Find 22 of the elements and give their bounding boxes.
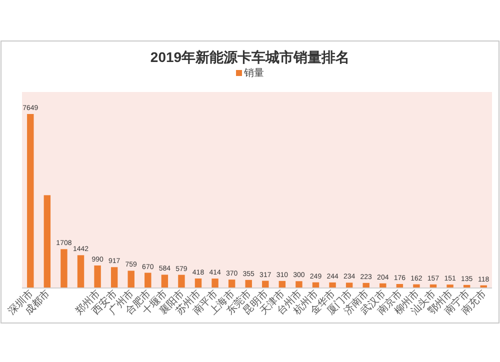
bar [262,280,269,288]
bar [194,278,202,288]
bar [245,280,252,288]
bar [446,284,454,288]
bar [329,282,336,288]
legend-label: 销量 [243,68,264,79]
bar [60,249,68,288]
bar [346,282,353,288]
bar [94,265,101,288]
bar [178,274,185,288]
bar [44,195,51,288]
bar [27,114,34,288]
bar [296,281,302,288]
bar [144,272,152,288]
bar [128,270,134,288]
bar [161,274,168,288]
bar [212,278,218,288]
bar [380,283,386,288]
bar [77,255,84,288]
chart-title: 2019年新能源卡车城市销量排名 [150,49,350,65]
bar [228,280,236,288]
bar [110,267,118,288]
